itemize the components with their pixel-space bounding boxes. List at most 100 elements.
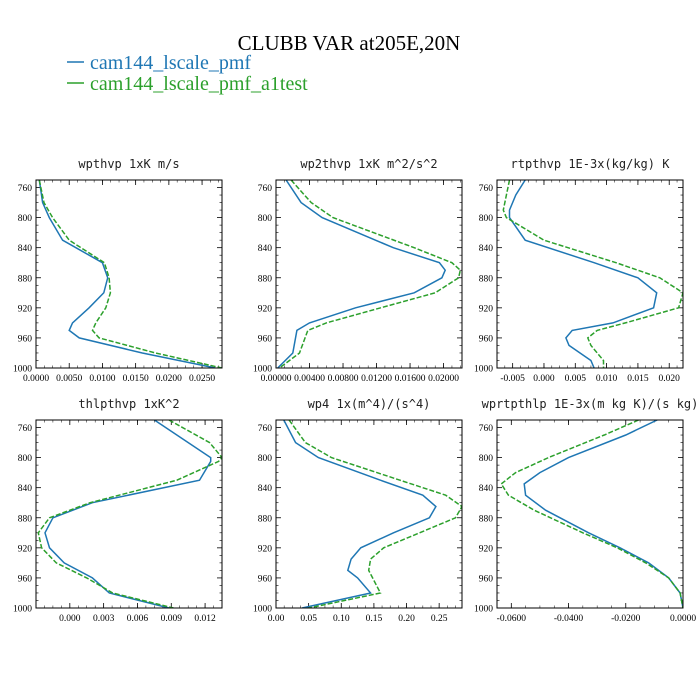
panels: wpthvp 1xK m/s76080084088092096010000.00…	[13, 157, 698, 624]
series-line-1	[44, 420, 212, 608]
x-tick-label: 0.10	[333, 614, 350, 624]
plot-frame	[35, 179, 223, 369]
plot-frame	[496, 179, 684, 369]
x-tick-label: 0.020	[659, 374, 681, 384]
y-tick-label: 1000	[474, 365, 493, 375]
y-tick-label: 880	[258, 274, 273, 284]
y-tick-label: 920	[258, 544, 273, 554]
y-tick-label: 760	[258, 424, 273, 434]
plot-frame	[275, 179, 463, 369]
y-tick-label: 760	[18, 424, 33, 434]
series-line-2	[278, 180, 462, 368]
x-tick-label: 0.0050	[56, 374, 82, 384]
x-tick-label: 0.000	[59, 614, 81, 624]
y-tick-label: 840	[258, 244, 273, 254]
panel-5: wp4 1x(m^4)/(s^4)76080084088092096010000…	[253, 397, 463, 624]
x-tick-label: 0.0200	[156, 374, 182, 384]
series-line-2	[500, 420, 683, 608]
panel-1: wpthvp 1xK m/s76080084088092096010000.00…	[13, 157, 223, 384]
x-tick-label: 0.15	[366, 614, 383, 624]
legend: cam144_lscale_pmf cam144_lscale_pmf_a1te…	[67, 52, 308, 95]
y-tick-label: 960	[479, 574, 494, 584]
x-tick-label: 0.003	[93, 614, 115, 624]
panel-title: rtpthvp 1E-3x(kg/kg) K	[511, 157, 671, 171]
x-tick-label: 0.000	[533, 374, 555, 384]
x-tick-label: 0.0000	[23, 374, 49, 384]
panel-6: wprtpthlp 1E-3x(m kg K)/(s kg) 760 800 840 8…	[474, 397, 698, 624]
series-line-1	[283, 420, 437, 608]
y-tick-label: 920	[18, 544, 33, 554]
x-tick-label: 0.20	[398, 614, 415, 624]
x-tick-label: 0.00000	[261, 374, 292, 384]
y-tick-label: 760	[479, 184, 494, 194]
y-tick-label: 960	[258, 334, 273, 344]
panel-title: wp2thvp 1xK m^2/s^2	[300, 157, 437, 171]
x-tick-label: 0.00800	[328, 374, 359, 384]
panel-title: wprtpthlp 1E-3x(m kg K)/(s kg)	[482, 397, 699, 411]
series-line-1	[277, 180, 447, 368]
y-tick-label: 960	[18, 574, 33, 584]
y-tick-label: 880	[479, 274, 494, 284]
x-tick-label: 0.01600	[395, 374, 426, 384]
plot-frame	[35, 419, 223, 609]
x-tick-label: -0.0400	[554, 614, 584, 624]
y-tick-label: 840	[18, 244, 33, 254]
x-tick-label: 0.0150	[123, 374, 149, 384]
y-tick-label: 800	[18, 454, 33, 464]
x-tick-label: 0.00400	[294, 374, 325, 384]
x-tick-label: 0.005	[565, 374, 587, 384]
y-tick-label: 800	[18, 214, 33, 224]
y-tick-label: 840	[479, 244, 494, 254]
y-tick-label: 1000	[253, 365, 272, 375]
y-tick-label: 1000	[13, 605, 32, 615]
x-tick-label: 0.02000	[428, 374, 459, 384]
y-tick-label: 1000	[13, 365, 32, 375]
y-tick-label: 880	[479, 514, 494, 524]
series-line-2	[288, 420, 462, 608]
y-tick-label: 880	[18, 274, 33, 284]
x-tick-label: 0.006	[127, 614, 149, 624]
x-tick-label: 0.015	[627, 374, 649, 384]
series-line-1	[523, 420, 683, 608]
x-tick-label: 0.0250	[189, 374, 215, 384]
y-tick-label: 840	[18, 484, 33, 494]
x-tick-label: 0.25	[431, 614, 448, 624]
panel-4: thlpthvp 1xK^2 760 800 840 880 920 960 1000 0.00…	[13, 397, 223, 624]
y-tick-label: 960	[18, 334, 33, 344]
legend-label-1: cam144_lscale_pmf	[90, 52, 251, 74]
plot-frame	[275, 419, 463, 609]
x-tick-label: -0.0600	[497, 614, 527, 624]
y-tick-label: 920	[258, 304, 273, 314]
y-tick-label: 760	[479, 424, 494, 434]
panel-title: wpthvp 1xK m/s	[78, 157, 179, 171]
y-tick-label: 840	[258, 484, 273, 494]
y-tick-label: 880	[18, 514, 33, 524]
panel-title: thlpthvp 1xK^2	[78, 397, 179, 411]
y-tick-label: 760	[18, 184, 33, 194]
x-tick-label: 0.010	[596, 374, 618, 384]
x-tick-label: 0.01200	[361, 374, 392, 384]
figure-title: CLUBB VAR at205E,20N	[238, 31, 461, 55]
panel-2: wp2thvp 1xK m^2/s^2 760 800 840 880 920 960 100…	[253, 157, 463, 384]
y-tick-label: 920	[479, 304, 494, 314]
x-tick-label: -0.0200	[611, 614, 641, 624]
y-tick-label: 1000	[474, 605, 493, 615]
y-tick-label: 920	[18, 304, 33, 314]
legend-label-2: cam144_lscale_pmf_a1test	[90, 73, 308, 95]
x-tick-label: 0.0100	[89, 374, 115, 384]
plot-frame	[496, 419, 684, 609]
y-tick-label: 920	[479, 544, 494, 554]
x-tick-label: 0.0000	[670, 614, 696, 624]
y-tick-label: 960	[479, 334, 494, 344]
series-line-1	[38, 180, 216, 368]
y-tick-label: 760	[258, 184, 273, 194]
y-tick-label: 800	[258, 454, 273, 464]
y-tick-label: 800	[479, 454, 494, 464]
series-line-2	[38, 180, 222, 368]
y-tick-label: 1000	[253, 605, 272, 615]
series-line-2	[37, 420, 222, 608]
series-line-2	[502, 180, 683, 368]
y-tick-label: 960	[258, 574, 273, 584]
x-tick-label: 0.009	[161, 614, 183, 624]
